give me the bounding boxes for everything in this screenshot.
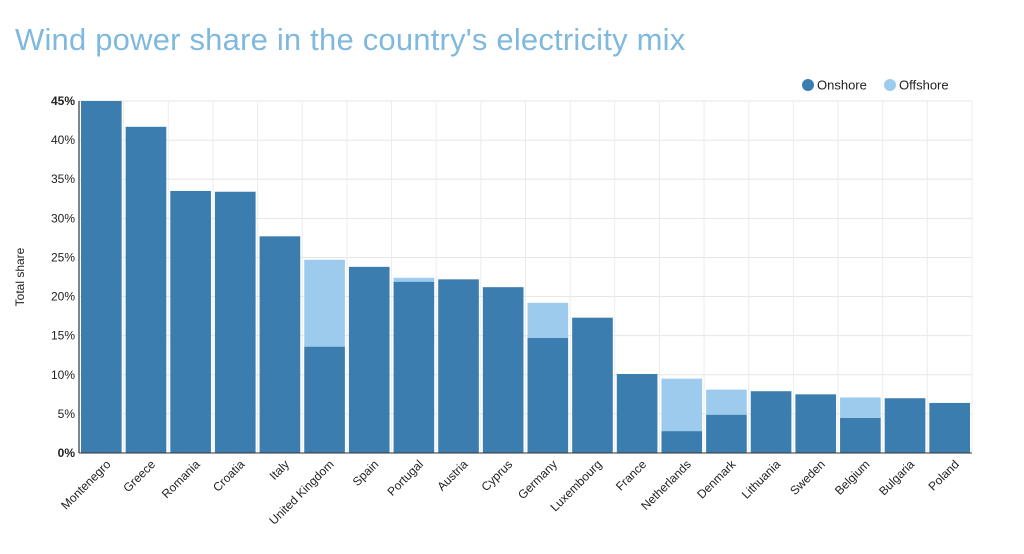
legend-swatch bbox=[884, 79, 896, 91]
x-tick-label: Croatia bbox=[210, 457, 247, 494]
x-axis: Montenegro Greece Romania Croatia ItalyUnite… bbox=[58, 452, 972, 528]
bar-onshore-italy[interactable] bbox=[259, 236, 301, 453]
bar-onshore-greece[interactable] bbox=[125, 126, 167, 454]
x-tick-label: Lithuania bbox=[739, 457, 784, 502]
y-tick-label: 20% bbox=[51, 290, 75, 304]
x-tick-label: Cyprus bbox=[479, 457, 516, 494]
x-tick-label: France bbox=[613, 457, 650, 494]
x-tick-label: Portugal bbox=[384, 457, 426, 499]
x-tick-label: Denmark bbox=[694, 457, 739, 502]
x-tick-label: Poland bbox=[925, 457, 961, 493]
y-tick-label: 10% bbox=[51, 368, 75, 382]
bar-onshore-france[interactable] bbox=[616, 373, 658, 453]
bar-onshore-belgium[interactable] bbox=[840, 417, 881, 453]
bar-offshore-portugal[interactable] bbox=[393, 277, 435, 282]
bar-onshore-sweden[interactable] bbox=[795, 394, 837, 453]
legend[interactable]: Onshore Offshore bbox=[802, 78, 949, 93]
bar-offshore-denmark[interactable] bbox=[706, 389, 747, 415]
bars-group bbox=[81, 101, 970, 454]
chart-title: Wind power share in the country's electr… bbox=[15, 22, 686, 57]
bar-onshore-cyprus[interactable] bbox=[482, 287, 524, 453]
y-tick-label: 15% bbox=[51, 329, 75, 343]
bar-onshore-netherlands[interactable] bbox=[661, 431, 703, 453]
x-tick-label: Austria bbox=[434, 457, 471, 494]
x-tick-label: Germany bbox=[515, 457, 560, 502]
bar-onshore-spain[interactable] bbox=[348, 266, 390, 453]
y-tick-label: 40% bbox=[51, 133, 75, 147]
bar-onshore-luxembourg[interactable] bbox=[572, 317, 613, 453]
y-tick-label: 25% bbox=[51, 250, 75, 264]
y-axis: 0% 5% 10% 15% 20% 25% 30% 35% 40% 45% bbox=[51, 94, 80, 460]
bar-offshore-belgium[interactable] bbox=[840, 397, 881, 418]
legend-label: Offshore bbox=[899, 78, 949, 93]
bar-onshore-denmark[interactable] bbox=[706, 414, 747, 453]
bar-onshore-montenegro[interactable] bbox=[81, 101, 122, 453]
y-axis-title: Total share bbox=[13, 247, 27, 306]
bar-onshore-croatia[interactable] bbox=[214, 191, 256, 453]
legend-label: Onshore bbox=[817, 78, 867, 93]
x-tick-label: Spain bbox=[350, 457, 382, 489]
bar-offshore-germany[interactable] bbox=[527, 302, 569, 339]
bar-onshore-portugal[interactable] bbox=[393, 281, 435, 453]
bar-onshore-bulgaria[interactable] bbox=[884, 398, 926, 453]
y-tick-label: 30% bbox=[51, 211, 75, 225]
x-tick-label: Belgium bbox=[832, 457, 873, 498]
bar-onshore-united-kingdom[interactable] bbox=[304, 346, 345, 453]
legend-item-offshore[interactable]: Offshore bbox=[884, 78, 949, 93]
y-tick-label: 45% bbox=[51, 94, 75, 108]
x-tick-label: Greece bbox=[120, 457, 158, 495]
legend-item-onshore[interactable]: Onshore bbox=[802, 78, 867, 93]
y-tick-label: 5% bbox=[58, 407, 76, 421]
bar-onshore-germany[interactable] bbox=[527, 338, 569, 453]
bar-onshore-lithuania[interactable] bbox=[750, 391, 792, 453]
bar-offshore-netherlands[interactable] bbox=[661, 378, 703, 432]
bar-onshore-poland[interactable] bbox=[929, 402, 970, 453]
legend-swatch bbox=[802, 79, 814, 91]
x-tick-label: Italy bbox=[267, 457, 292, 482]
y-tick-label: 0% bbox=[58, 446, 76, 460]
x-tick-label: Bulgaria bbox=[876, 457, 917, 498]
grid-lines bbox=[78, 100, 973, 454]
bar-offshore-united-kingdom[interactable] bbox=[304, 259, 345, 347]
bar-onshore-romania[interactable] bbox=[170, 190, 211, 453]
x-tick-label: Sweden bbox=[787, 457, 828, 498]
bar-onshore-austria[interactable] bbox=[438, 279, 479, 453]
x-tick-label: Montenegro bbox=[58, 457, 113, 512]
y-tick-label: 35% bbox=[51, 172, 75, 186]
x-tick-label: Romania bbox=[159, 457, 203, 501]
